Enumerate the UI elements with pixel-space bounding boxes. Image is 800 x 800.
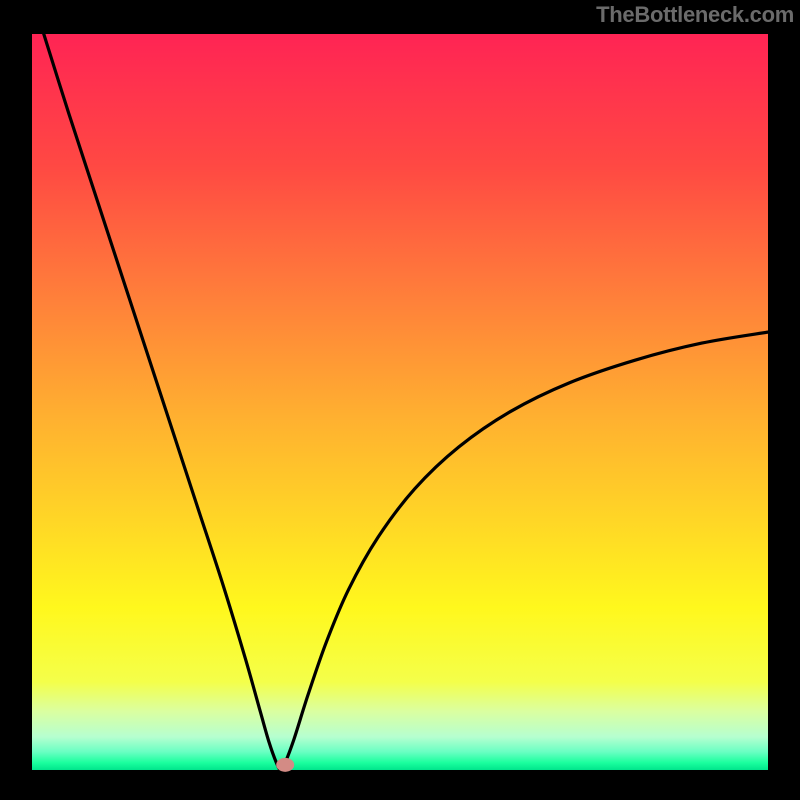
optimum-marker [276, 758, 294, 772]
bottleneck-chart: TheBottleneck.com [0, 0, 800, 800]
watermark-text: TheBottleneck.com [596, 2, 794, 28]
chart-svg [0, 0, 800, 800]
